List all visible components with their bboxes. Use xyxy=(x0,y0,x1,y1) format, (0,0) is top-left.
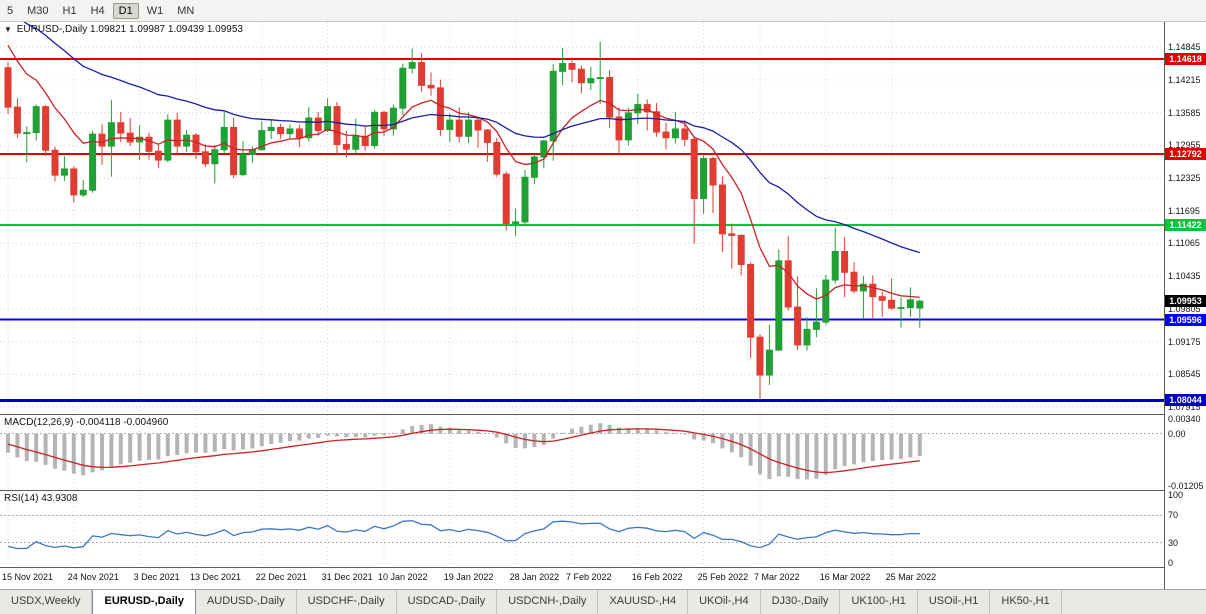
chart-tab-usdchf-daily[interactable]: USDCHF-,Daily xyxy=(297,590,397,614)
ma-slow-line xyxy=(23,22,920,254)
price-tag-support-green[interactable]: 1.11422 xyxy=(1165,218,1206,231)
rsi-axis-label: 70 xyxy=(1168,510,1179,521)
symbol-dropdown-icon[interactable]: ▼ xyxy=(4,25,12,34)
ma-fast-line xyxy=(7,44,920,300)
timeframe-button-H4[interactable]: H4 xyxy=(90,4,105,17)
chart-symbol-label: EURUSD-,Daily xyxy=(16,24,88,35)
macd-histogram xyxy=(6,423,922,480)
candlestick-series xyxy=(4,41,924,400)
price-axis-label: 1.07915 xyxy=(1168,401,1201,412)
price-axis-label: 1.08545 xyxy=(1168,369,1201,380)
date-label: 16 Feb 2022 xyxy=(631,572,683,582)
macd-canvas[interactable] xyxy=(0,415,1164,490)
timeframe-button-H1[interactable]: H1 xyxy=(62,4,77,17)
chart-tab-xauusd-h4[interactable]: XAUUSD-,H4 xyxy=(598,590,689,614)
chart-tab-audusd-daily[interactable]: AUDUSD-,Daily xyxy=(196,590,297,614)
chart-tab-usdcad-daily[interactable]: USDCAD-,Daily xyxy=(397,590,498,614)
price-axis-label: 1.12955 xyxy=(1168,140,1201,151)
chart-title: ▼ EURUSD-,Daily 1.09821 1.09987 1.09439 … xyxy=(4,24,243,35)
date-label: 25 Feb 2022 xyxy=(697,572,749,582)
timeframe-button-D1[interactable]: D1 xyxy=(112,2,139,19)
rsi-axis-label: 100 xyxy=(1168,490,1184,500)
macd-axis-label: 0.00340 xyxy=(1168,414,1201,424)
time-axis[interactable]: 15 Nov 2021 24 Nov 2021 3 Dec 2021 13 Dec 2… xyxy=(0,568,1164,589)
macd-label: MACD(12,26,9) -0.004118 -0.004960 xyxy=(4,417,168,428)
price-axis-label: 1.14215 xyxy=(1168,74,1201,85)
timeframe-button-MN[interactable]: MN xyxy=(177,4,195,17)
date-label: 25 Mar 2022 xyxy=(885,572,937,582)
timeframe-button-5[interactable]: 5 xyxy=(7,4,14,17)
chart-tab-usoil-h1[interactable]: USOil-,H1 xyxy=(918,590,991,614)
macd-axis-label: -0.01205 xyxy=(1168,481,1204,491)
macd-name: MACD(12,26,9) xyxy=(4,417,74,428)
date-label: 24 Nov 2021 xyxy=(67,572,119,582)
timeframe-button-M30[interactable]: M30 xyxy=(27,4,49,17)
date-label: 10 Jan 2022 xyxy=(378,572,428,582)
chart-tab-eurusd-daily[interactable]: EURUSD-,Daily xyxy=(92,590,196,614)
price-axis-label: 1.09175 xyxy=(1168,336,1201,347)
main-chart-panel[interactable]: ▼ EURUSD-,Daily 1.09821 1.09987 1.09439 … xyxy=(0,22,1164,415)
date-label: 19 Jan 2022 xyxy=(443,572,494,582)
price-axis-label: 1.11695 xyxy=(1168,205,1200,216)
chart-tab-dj30-daily[interactable]: DJ30-,Daily xyxy=(761,590,841,614)
price-tag-resistance-2[interactable]: 1.12792 xyxy=(1165,147,1206,160)
rsi-axis-label: 0 xyxy=(1168,558,1174,568)
macd-signal-line xyxy=(7,428,920,474)
chart-tabs-bar: USDX,Weekly EURUSD-,Daily AUDUSD-,Daily USD… xyxy=(0,589,1206,614)
current-price-tag[interactable]: 1.09953 xyxy=(1165,295,1206,308)
timeframe-button-W1[interactable]: W1 xyxy=(146,4,164,17)
chart-tab-usdx-weekly[interactable]: USDX,Weekly xyxy=(0,590,93,614)
chart-tab-hk50-h1[interactable]: HK50-,H1 xyxy=(990,590,1062,614)
rsi-value: 43.9308 xyxy=(41,493,78,504)
rsi-canvas[interactable] xyxy=(0,491,1164,567)
rsi-axis-label: 30 xyxy=(1168,537,1179,548)
date-label: 28 Jan 2022 xyxy=(509,572,560,582)
price-tag-resistance-1[interactable]: 1.14618 xyxy=(1165,52,1206,65)
price-chart-canvas[interactable] xyxy=(0,22,1164,414)
date-label: 22 Dec 2021 xyxy=(255,572,307,582)
date-label: 15 Nov 2021 xyxy=(2,572,54,582)
rsi-name: RSI(14) xyxy=(4,493,39,504)
price-axis-label: 1.09805 xyxy=(1168,303,1201,314)
macd-panel[interactable]: MACD(12,26,9) -0.004118 -0.004960 xyxy=(0,415,1164,491)
macd-axis-label: 0.00 xyxy=(1168,428,1186,439)
price-axis-label: 1.12325 xyxy=(1168,173,1201,184)
price-tag-support-blue[interactable]: 1.09596 xyxy=(1165,313,1206,326)
rsi-line xyxy=(7,520,920,550)
price-tag-support-lower[interactable]: 1.08044 xyxy=(1165,394,1206,407)
rsi-label: RSI(14) 43.9308 xyxy=(4,493,77,504)
timeframe-toolbar: 5 M30 H1 H4 D1 W1 MN xyxy=(0,0,1206,22)
chart-ohlc-values: 1.09821 1.09987 1.09439 1.09953 xyxy=(90,24,243,35)
price-axis-label: 1.14845 xyxy=(1168,42,1201,53)
price-axis-label: 1.10435 xyxy=(1168,271,1201,282)
rsi-panel[interactable]: RSI(14) 43.9308 xyxy=(0,491,1164,568)
macd-values: -0.004118 -0.004960 xyxy=(76,417,169,428)
price-axis-label: 1.11065 xyxy=(1168,238,1200,249)
price-axis-label: 1.13585 xyxy=(1168,107,1201,118)
chart-tab-ukoil-h4[interactable]: UKOil-,H4 xyxy=(688,590,761,614)
date-label: 3 Dec 2021 xyxy=(133,572,180,582)
date-label: 16 Mar 2022 xyxy=(819,572,871,582)
chart-area: ▼ EURUSD-,Daily 1.09821 1.09987 1.09439 … xyxy=(0,22,1206,589)
date-label: 7 Feb 2022 xyxy=(566,572,612,582)
date-label: 13 Dec 2021 xyxy=(190,572,242,582)
date-label: 7 Mar 2022 xyxy=(754,572,800,582)
chart-tab-usdcnh-daily[interactable]: USDCNH-,Daily xyxy=(497,590,599,614)
chart-tab-uk100-h1[interactable]: UK100-,H1 xyxy=(840,590,918,614)
date-label: 31 Dec 2021 xyxy=(321,572,373,582)
price-axis[interactable]: 1.14845 1.14215 1.13585 1.12955 1.12325 1.116… xyxy=(1164,22,1206,589)
